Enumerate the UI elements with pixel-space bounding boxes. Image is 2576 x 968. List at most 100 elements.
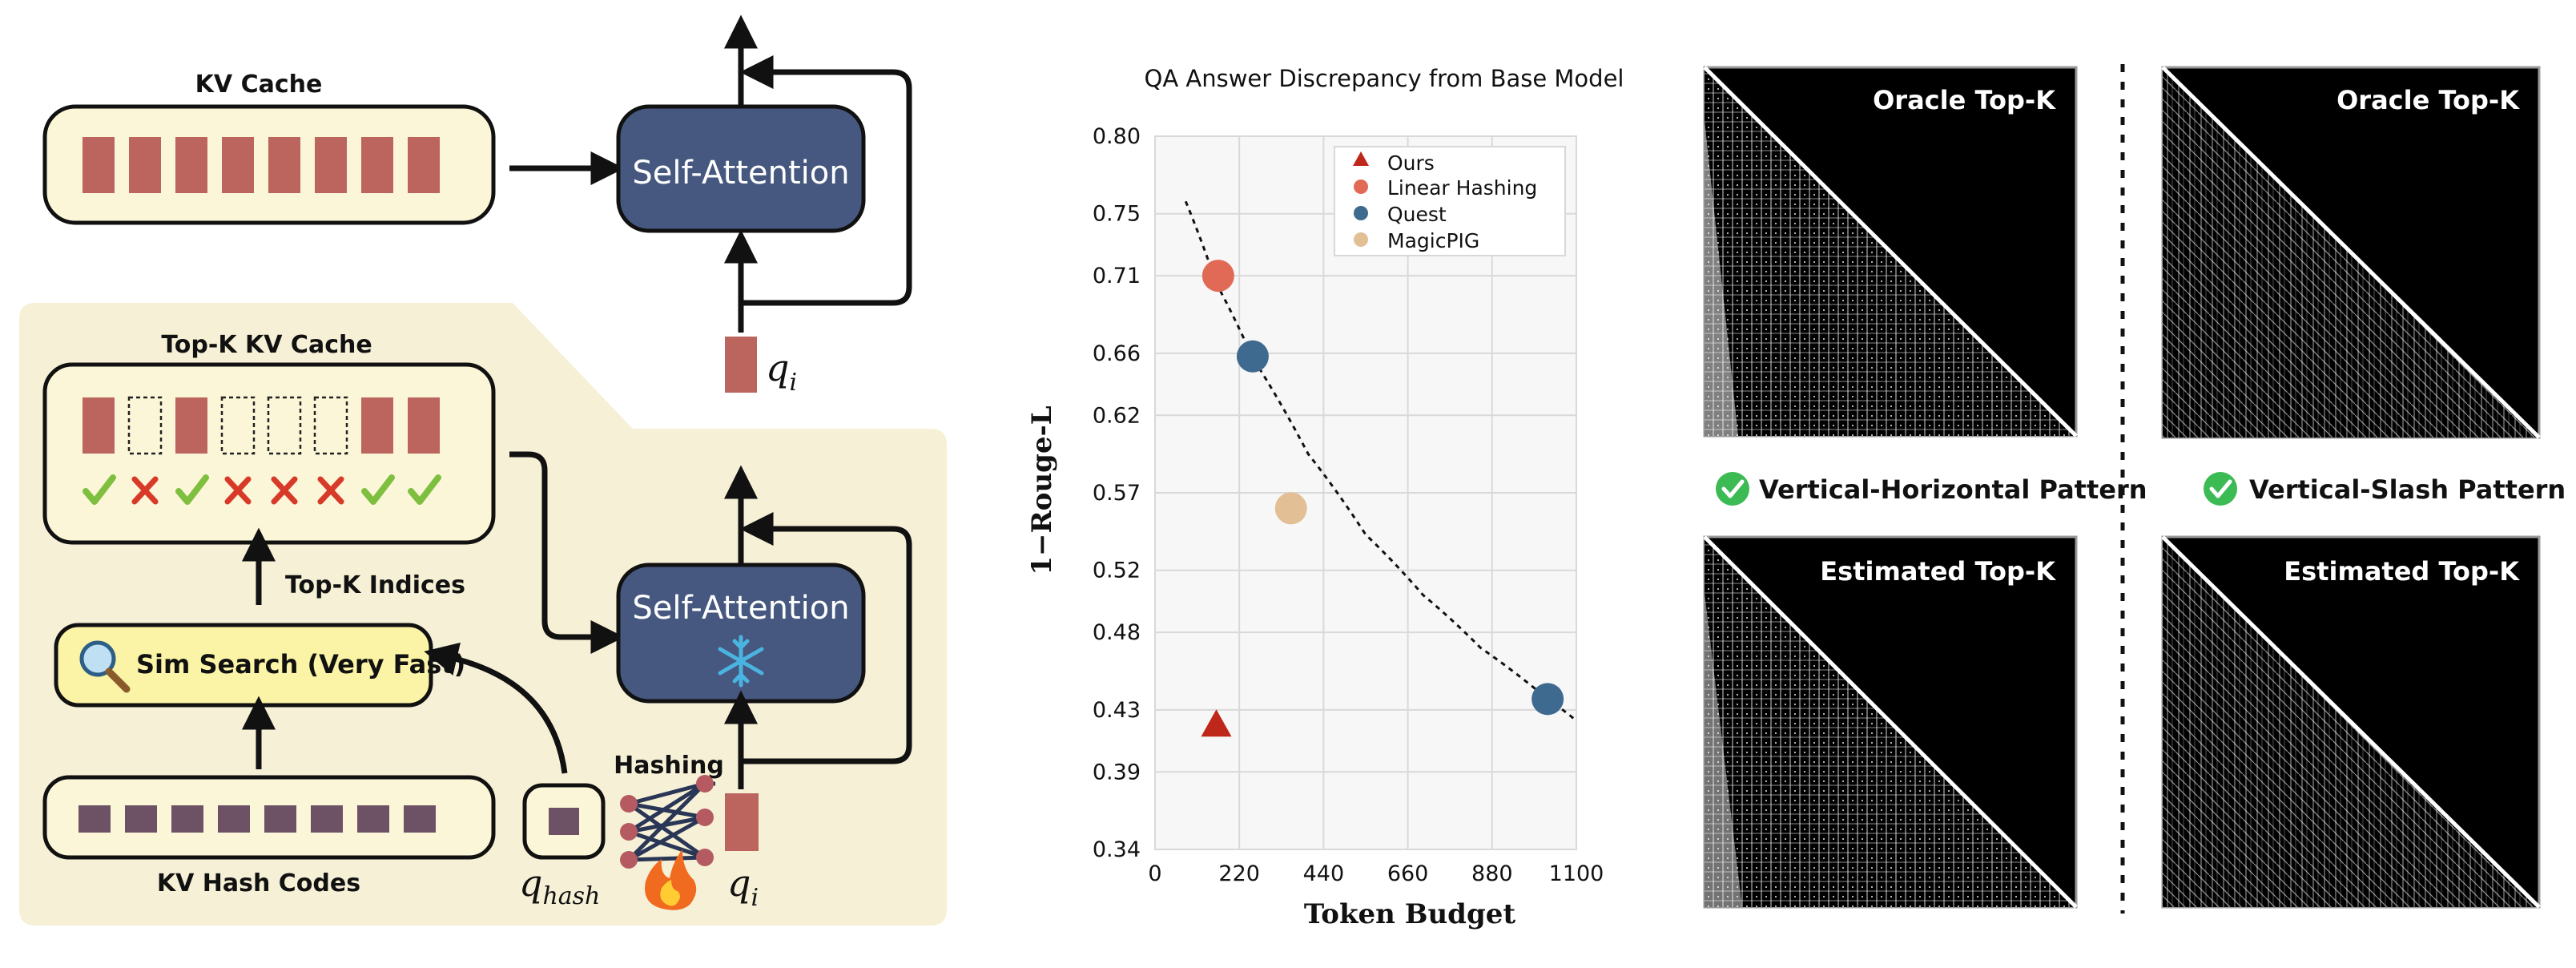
selected-cache-cell bbox=[175, 397, 207, 454]
check-icon bbox=[408, 474, 441, 505]
magnifier-icon bbox=[79, 640, 131, 693]
pattern-caption-left: Vertical-Horizontal Pattern bbox=[1716, 472, 2147, 506]
self-attention-label: Self-Attention bbox=[632, 155, 849, 192]
kv-hash-codes-label: KV Hash Codes bbox=[157, 869, 360, 897]
heatmap-estimated-vh: Estimated Top-K bbox=[1703, 535, 2078, 909]
hash-cell bbox=[357, 805, 389, 833]
y-tick-label: 0.57 bbox=[1093, 481, 1141, 506]
y-tick-label: 0.39 bbox=[1093, 760, 1141, 784]
y-tick-label: 0.71 bbox=[1093, 264, 1141, 288]
sim-search-label: Sim Search (Very Fast) bbox=[136, 649, 465, 680]
chart-points bbox=[1201, 260, 1564, 737]
x-tick-label: 220 bbox=[1218, 861, 1260, 886]
x-tick-labels: 0 220 440 660 880 1100 bbox=[1148, 861, 1604, 886]
x-tick-label: 0 bbox=[1148, 861, 1161, 886]
y-tick-label: 0.66 bbox=[1093, 341, 1141, 366]
oracle-label-right: Oracle Top-K bbox=[2337, 85, 2520, 115]
point-ours bbox=[1201, 709, 1232, 737]
hash-cell bbox=[171, 805, 203, 833]
y-axis-label: 1−Rouge-L bbox=[1026, 405, 1058, 575]
kv-cache-cell bbox=[83, 137, 115, 193]
pattern-label-left: Vertical-Horizontal Pattern bbox=[1759, 474, 2147, 505]
chart-title: QA Answer Discrepancy from Base Model bbox=[1145, 65, 1624, 92]
pattern-label-right: Vertical-Slash Pattern bbox=[2249, 474, 2566, 505]
kv-cache-cell bbox=[315, 137, 347, 193]
check-icon bbox=[83, 474, 116, 505]
skipped-cache-cell bbox=[127, 396, 163, 455]
trend-curve bbox=[1184, 200, 1577, 722]
kv-cache-label: KV Cache bbox=[195, 71, 323, 99]
check-icon bbox=[361, 474, 395, 505]
skipped-cache-cell bbox=[220, 396, 256, 455]
legend-box bbox=[1334, 146, 1566, 256]
y-tick-label: 0.75 bbox=[1093, 202, 1141, 227]
kv-cache-cell bbox=[129, 137, 161, 193]
x-tick-label: 1100 bbox=[1549, 861, 1604, 886]
skipped-cache-cell bbox=[267, 396, 302, 455]
y-tick-labels: 0.80 0.75 0.71 0.66 0.62 0.57 0.52 0.48 0.43 0.39… bbox=[1093, 124, 1141, 862]
heatmap-oracle-vs: Oracle Top-K bbox=[2161, 66, 2541, 439]
hashing-nodes bbox=[620, 775, 714, 869]
check-icon bbox=[175, 474, 209, 505]
topk-kv-cache-label: Top-K KV Cache bbox=[161, 331, 372, 359]
point-quest bbox=[1236, 340, 1269, 373]
x-tick-label: 440 bbox=[1303, 861, 1345, 886]
x-tick-label: 660 bbox=[1387, 861, 1429, 886]
kv-cache-cell bbox=[408, 137, 440, 193]
kv-hash-cells bbox=[78, 805, 436, 833]
hash-cell bbox=[404, 805, 436, 833]
point-magicpig bbox=[1274, 492, 1307, 525]
hash-cell bbox=[78, 805, 111, 833]
y-tick-label: 0.34 bbox=[1093, 837, 1141, 862]
x-axis-label: Token Budget bbox=[1304, 898, 1515, 930]
hash-cell bbox=[218, 805, 250, 833]
query-cell-bottom bbox=[725, 793, 759, 851]
kv-cache-cell bbox=[268, 137, 300, 193]
estimated-label-right: Estimated Top-K bbox=[2284, 556, 2520, 587]
skipped-cache-cell bbox=[313, 396, 348, 455]
legend-label-linear-hashing: Linear Hashing bbox=[1387, 176, 1537, 200]
y-tick-label: 0.43 bbox=[1093, 698, 1141, 723]
check-badge-icon bbox=[2204, 472, 2237, 506]
architecture-diagram: KV Cache Self-Attention qi Top-K KV Cach… bbox=[19, 14, 947, 926]
x-tick-label: 880 bbox=[1471, 861, 1513, 886]
legend-marker-quest bbox=[1354, 206, 1368, 220]
cross-icon bbox=[317, 476, 344, 505]
qhash-to-search-arrow bbox=[424, 642, 568, 774]
selected-cache-cell bbox=[361, 397, 393, 454]
fire-icon bbox=[645, 849, 697, 910]
topk-cells bbox=[83, 396, 441, 505]
kv-cache-cell bbox=[222, 137, 254, 193]
hash-cell bbox=[125, 805, 157, 833]
point-quest bbox=[1532, 683, 1564, 716]
selected-cache-cell bbox=[83, 397, 115, 454]
kv-cache-cell bbox=[361, 137, 393, 193]
qhash-label: qhash bbox=[519, 861, 600, 910]
autoregressive-loop-arrow bbox=[739, 55, 912, 306]
selected-cache-cell bbox=[408, 397, 440, 454]
y-tick-label: 0.62 bbox=[1093, 403, 1141, 428]
heatmap-oracle-vh: Oracle Top-K bbox=[1703, 66, 2078, 438]
legend-label-magicpig: MagicPIG bbox=[1387, 229, 1479, 252]
oracle-label-left: Oracle Top-K bbox=[1873, 85, 2056, 115]
kv-cache-cell bbox=[175, 137, 207, 193]
point-linear-hashing bbox=[1201, 260, 1234, 292]
query-label: qi bbox=[766, 346, 797, 397]
snowflake-icon bbox=[718, 635, 764, 688]
legend-marker-magicpig bbox=[1354, 232, 1368, 247]
cross-icon bbox=[224, 476, 252, 505]
query-cell bbox=[725, 337, 757, 393]
frozen-self-attention-label: Self-Attention bbox=[632, 590, 849, 627]
frozen-loop-arrow bbox=[739, 512, 912, 764]
chart-legend: Ours Linear Hashing Quest MagicPIG bbox=[1334, 146, 1566, 256]
topk-to-attention-arrow bbox=[509, 451, 625, 654]
kv-cache-cells bbox=[83, 137, 440, 193]
y-tick-label: 0.48 bbox=[1093, 620, 1141, 645]
cross-icon bbox=[271, 476, 298, 505]
cross-icon bbox=[131, 476, 159, 505]
legend-label-quest: Quest bbox=[1387, 203, 1447, 226]
query-label-bottom: qi bbox=[727, 861, 759, 912]
legend-label-ours: Ours bbox=[1387, 151, 1435, 175]
legend-marker-ours bbox=[1353, 151, 1369, 166]
y-tick-label: 0.80 bbox=[1093, 124, 1141, 149]
